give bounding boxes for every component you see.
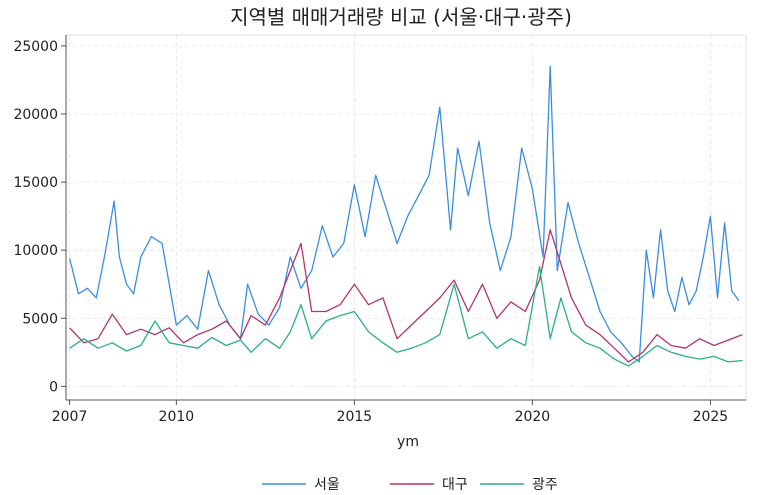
y-tick-label: 20000 [13,107,58,123]
series-line [69,265,743,367]
series-line [69,229,743,363]
legend: 서울 대구 광주 [262,477,558,493]
y-ticks: 0 5000 10000 15000 20000 25000 [13,39,66,395]
x-tick-label: 2020 [515,409,551,425]
series-line [68,65,740,363]
grid [66,35,746,400]
y-tick-label: 0 [49,379,58,395]
legend-label: 서울 [314,477,340,493]
y-tick-label: 25000 [13,39,58,55]
y-tick-label: 5000 [22,311,58,327]
y-tick-label: 15000 [13,175,58,191]
y-tick-label: 10000 [13,243,58,259]
series-lines [68,65,743,367]
x-tick-label: 2015 [337,409,373,425]
x-axis-label: ym [397,434,419,450]
legend-label: 광주 [532,477,558,493]
x-tick-label: 2025 [693,409,729,425]
x-tick-label: 2007 [52,409,88,425]
plot-frame [65,34,747,401]
chart-title: 지역별 매매거래량 비교 (서울·대구·광주) [230,5,572,29]
x-ticks: 2007 2010 2015 2020 2025 [52,400,728,425]
x-tick-label: 2010 [159,409,195,425]
legend-label: 대구 [442,477,468,493]
